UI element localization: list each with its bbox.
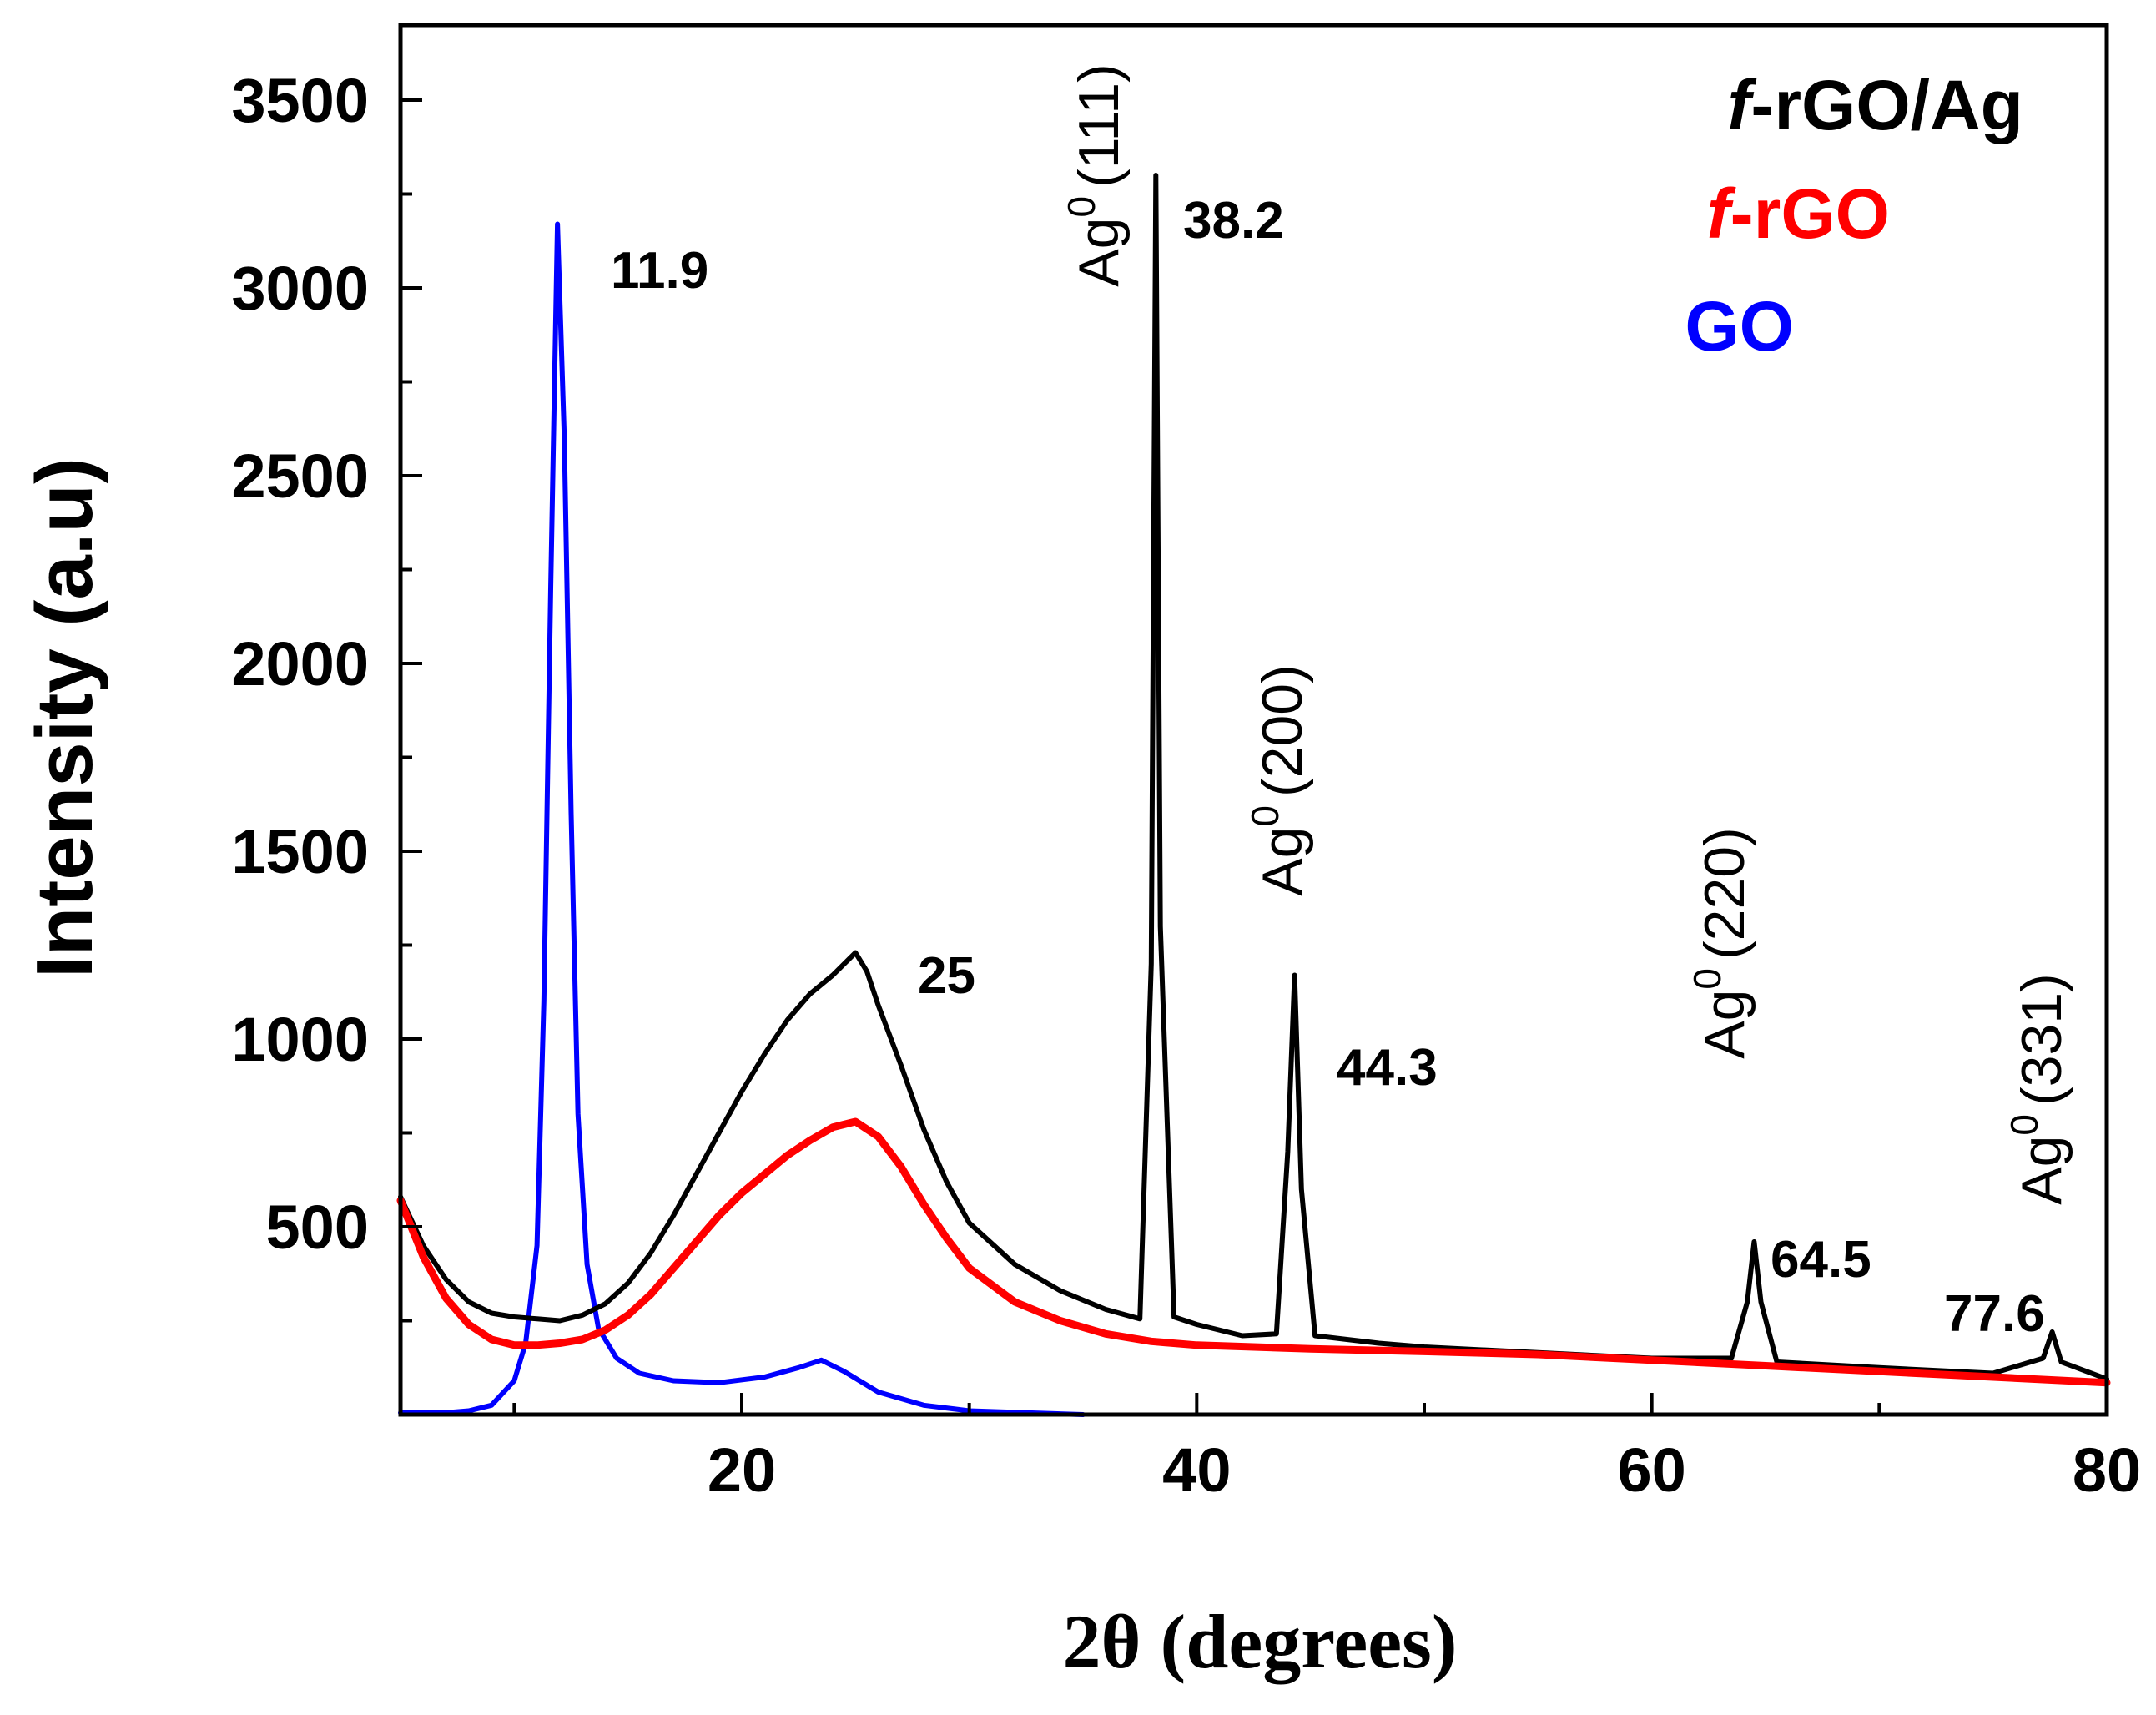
series-line-f-rgo [396, 1117, 2111, 1387]
axis-layer: 20 40 60 80 500 1000 1500 2000 2500 3000 3500 [231, 66, 2141, 1505]
series-layer [396, 173, 2111, 1417]
peak-value-44-3: 44.3 [1337, 1039, 1438, 1097]
peak-value-38-2: 38.2 [1183, 192, 1284, 250]
y-tick-label: 500 [266, 1193, 369, 1262]
peak-label-ag-331: Ag0(331) [2002, 973, 2073, 1205]
x-tick-label: 80 [2073, 1435, 2141, 1505]
peak-value-11-9: 11.9 [611, 242, 708, 300]
series-line-f-rgo-ag [398, 173, 2109, 1382]
plot-frame [398, 23, 2109, 1417]
x-tick-label: 40 [1162, 1435, 1231, 1505]
y-tick-label: 2000 [231, 629, 369, 699]
legend-text: GO [1685, 287, 1794, 366]
peak-value-64-5: 64.5 [1771, 1231, 1871, 1289]
y-tick-label: 3000 [231, 254, 369, 323]
legend-text: -rGO [1730, 174, 1890, 253]
y-tick-label: 3500 [231, 66, 369, 135]
legend-item-f-rgo: f-rGO [1707, 174, 1890, 253]
legend-text: -rGO/Ag [1750, 66, 2023, 144]
y-tick-label: 2500 [231, 441, 369, 511]
peak-labels: Ag0(111) Ag0(200) Ag0(220) Ag0(331) [1060, 63, 2073, 1204]
x-tick-label: 20 [708, 1435, 776, 1505]
peak-values: 11.9 25 38.2 44.3 64.5 77.6 [611, 192, 2045, 1343]
peak-label-ag-200: Ag0(200) [1243, 664, 1314, 896]
y-tick-label: 1000 [231, 1005, 369, 1074]
legend-item-go: GO [1685, 287, 1794, 366]
peak-label-ag-111: Ag0(111) [1060, 63, 1131, 286]
peak-label-ag-220: Ag0(220) [1685, 827, 1756, 1059]
legend-item-f-rgo-ag: f-rGO/Ag [1727, 66, 2023, 144]
x-axis-title: 2θ (degrees) [1063, 1599, 1458, 1684]
peak-value-77-6: 77.6 [1944, 1285, 2045, 1343]
series-line-go [398, 221, 1086, 1417]
peak-value-25: 25 [918, 947, 975, 1005]
legend: f-rGO/Ag f-rGO GO [1685, 66, 2023, 366]
x-tick-label: 60 [1618, 1435, 1686, 1505]
y-axis-title: Intensity (a.u) [20, 457, 109, 978]
y-tick-label: 1500 [231, 817, 369, 886]
